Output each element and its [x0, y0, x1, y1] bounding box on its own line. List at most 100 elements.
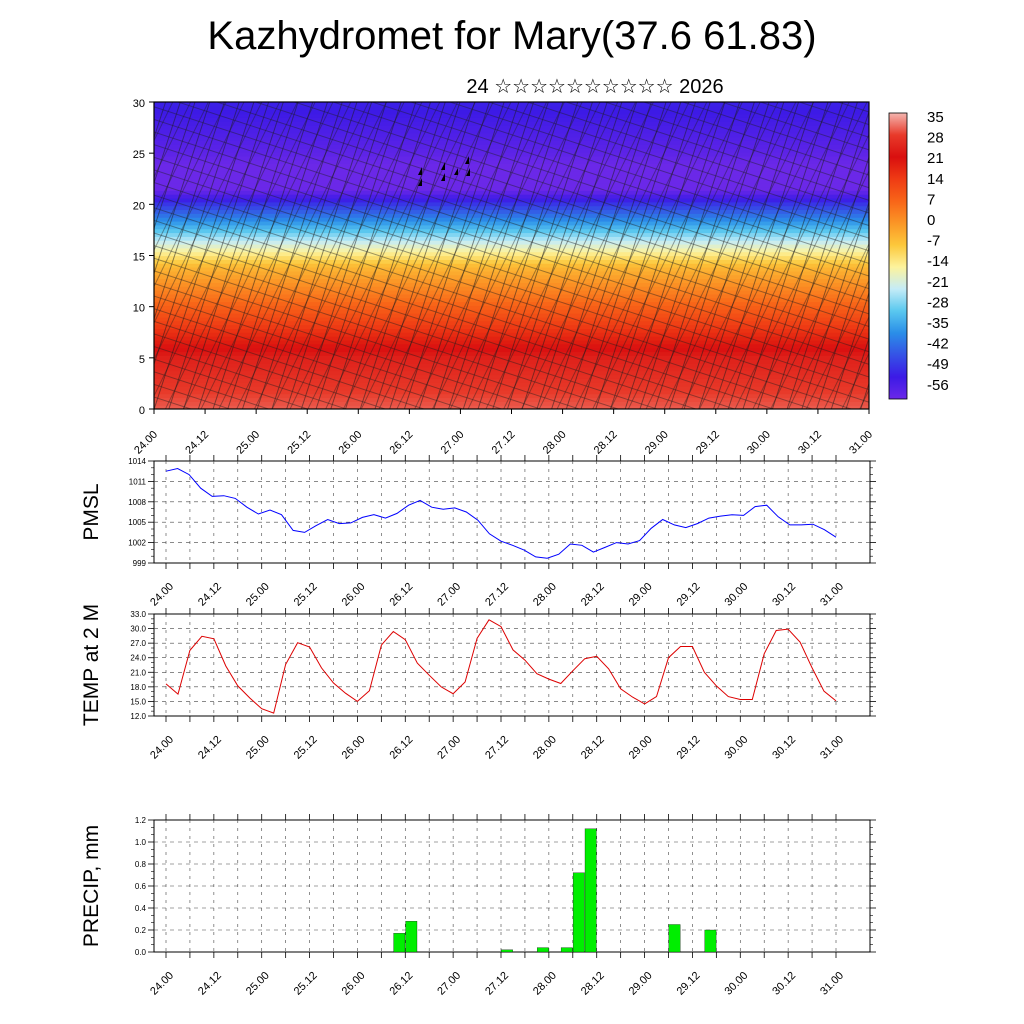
- y-tick-label: 1.2: [135, 816, 147, 825]
- colorbar-label: -56: [927, 377, 949, 394]
- heatmap-x-tick-label: 30.12: [796, 429, 824, 457]
- x-tick-label: 28.12: [579, 970, 607, 998]
- x-tick-label: 27.00: [435, 970, 463, 998]
- precip-bar: [501, 949, 513, 953]
- precip-bar: [572, 872, 585, 953]
- heatmap-x-axis: 24.00 24.12 25.00 25.12 26.00 26.12 27.00 27.12…: [132, 409, 875, 457]
- x-tick-label: 30.12: [770, 970, 798, 998]
- x-tick-label: 31.00: [818, 970, 846, 998]
- x-tick-label: 26.12: [387, 970, 415, 998]
- y-tick-label: 27.0: [130, 639, 146, 648]
- y-tick-label: 12.0: [130, 712, 146, 721]
- colorbar-label: 0: [927, 212, 935, 229]
- y-tick-label: 0.0: [135, 948, 147, 957]
- heatmap-x-tick-label: 26.00: [336, 429, 364, 457]
- x-tick-label: 29.00: [627, 734, 655, 762]
- precip-bar: [393, 933, 406, 953]
- heatmap-x-tick-label: 28.12: [592, 429, 620, 457]
- x-tick-label: 24.00: [148, 581, 176, 609]
- precip-bar: [668, 924, 681, 953]
- x-tick-label: 25.12: [292, 734, 320, 762]
- x-tick-label: 24.00: [148, 734, 176, 762]
- y-tick-label: 30.0: [130, 625, 146, 634]
- colorbar-label: 7: [927, 191, 935, 208]
- heatmap-x-tick-label: 29.12: [694, 429, 722, 457]
- heatmap-panel: 0 5 10 15 20 25 30 24.00 24.12 25.00 25.12 26.00 26…: [132, 98, 875, 457]
- heatmap-y-axis: 0 5 10 15 20 25 30: [133, 98, 154, 417]
- x-tick-label: 24.12: [196, 581, 224, 609]
- y-tick-label: 0.2: [135, 926, 147, 935]
- x-tick-label: 26.12: [387, 734, 415, 762]
- x-tick-label: 29.12: [675, 970, 703, 998]
- precip-bar: [560, 947, 573, 953]
- x-tick-label: 29.00: [627, 581, 655, 609]
- y-tick-label: 0.8: [135, 860, 147, 869]
- panel-frame: [153, 613, 871, 717]
- colorbar-label: -21: [927, 274, 949, 291]
- x-tick-label: 27.12: [483, 734, 511, 762]
- x-tick-label: 25.00: [244, 734, 272, 762]
- y-tick-label: 1005: [128, 518, 146, 527]
- x-tick-label: 30.00: [722, 970, 750, 998]
- colorbar-label: 14: [927, 171, 944, 188]
- x-tick-label: 30.12: [770, 581, 798, 609]
- x-tick-label: 31.00: [818, 734, 846, 762]
- heatmap-x-tick-label: 29.00: [643, 429, 671, 457]
- colorbar-label: -14: [927, 253, 949, 270]
- x-tick-label: 30.12: [770, 734, 798, 762]
- x-tick-label: 28.12: [579, 734, 607, 762]
- colorbar-label: -7: [927, 233, 940, 250]
- colorbar-label: -35: [927, 315, 949, 332]
- y-axis-label: TEMP at 2 M: [80, 604, 103, 726]
- colorbar-gradient: [888, 112, 908, 400]
- y-tick-label: 1014: [128, 457, 146, 466]
- y-tick-label: 1.0: [135, 838, 147, 847]
- colorbar-label: -42: [927, 336, 949, 353]
- x-tick-label: 28.12: [579, 581, 607, 609]
- heatmap-x-tick-label: 27.00: [439, 429, 467, 457]
- y-tick-label: 33.0: [130, 610, 146, 619]
- x-tick-label: 28.00: [531, 970, 559, 998]
- x-tick-label: 28.00: [531, 734, 559, 762]
- y-tick-label: 1002: [128, 539, 146, 548]
- colorbar: 35 28 21 14 7 0 -7 -14 -21 -28 -35 -42 -49 -56: [888, 109, 949, 400]
- precip-panel: 0.0 0.2 0.4 0.6 0.8 1.0 1.2 24.00 24.12 25.00 25.1…: [80, 814, 876, 998]
- x-tick-label: 25.00: [244, 970, 272, 998]
- heatmap-x-tick-label: 28.00: [541, 429, 569, 457]
- x-tick-label: 29.12: [675, 581, 703, 609]
- y-tick-label: 24.0: [130, 654, 146, 663]
- y-tick-label: 0.6: [135, 882, 147, 891]
- chart-subtitle: 24 ☆☆☆☆☆☆☆☆☆☆ 2026: [466, 76, 724, 98]
- x-tick-label: 26.00: [340, 581, 368, 609]
- colorbar-label: -28: [927, 294, 949, 311]
- x-tick-label: 24.12: [196, 734, 224, 762]
- x-tick-label: 27.12: [483, 970, 511, 998]
- x-tick-label: 31.00: [818, 581, 846, 609]
- y-tick-label: 18.0: [130, 683, 146, 692]
- heatmap-x-tick-label: 24.00: [132, 429, 160, 457]
- colorbar-label: 21: [927, 150, 944, 167]
- y-tick-label: 21.0: [130, 668, 146, 677]
- y-tick-label: 0.4: [135, 904, 147, 913]
- colorbar-label: 28: [927, 130, 944, 147]
- heatmap-x-tick-label: 31.00: [847, 429, 875, 457]
- heatmap-y-tick-label: 20: [133, 200, 145, 212]
- temp-panel: 12.0 15.0 18.0 21.0 24.0 27.0 30.0 33.0 24.00 24.…: [80, 604, 876, 762]
- x-tick-label: 27.00: [435, 581, 463, 609]
- colorbar-label: -49: [927, 356, 949, 373]
- heatmap-x-tick-label: 26.12: [388, 429, 416, 457]
- chart-title: Kazhydromet for Mary(37.6 61.83): [207, 14, 817, 58]
- x-tick-label: 24.00: [148, 970, 176, 998]
- pmsl-panel: 999 1002 1005 1008 1011 1014 24.00 24.12 25.00 25…: [80, 455, 876, 609]
- precip-bar: [405, 921, 418, 953]
- precip-bar: [537, 947, 549, 953]
- heatmap-x-tick-label: 24.12: [183, 429, 211, 457]
- heatmap-x-tick-label: 25.12: [285, 429, 313, 457]
- colorbar-label: 35: [927, 109, 944, 126]
- y-tick-label: 1011: [129, 477, 147, 486]
- precip-bar: [704, 929, 717, 953]
- x-tick-label: 30.00: [722, 734, 750, 762]
- y-tick-label: 1008: [128, 498, 146, 507]
- series-line-pmsl: [165, 467, 837, 559]
- x-tick-label: 29.00: [627, 970, 655, 998]
